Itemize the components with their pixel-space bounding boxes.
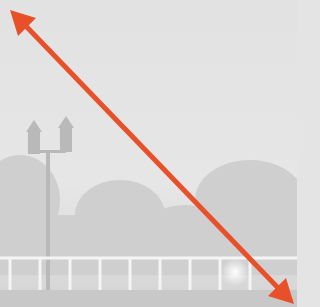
light-glow: [221, 258, 249, 286]
ground: [0, 290, 297, 307]
page: [0, 0, 297, 307]
screenshot: [0, 0, 297, 307]
